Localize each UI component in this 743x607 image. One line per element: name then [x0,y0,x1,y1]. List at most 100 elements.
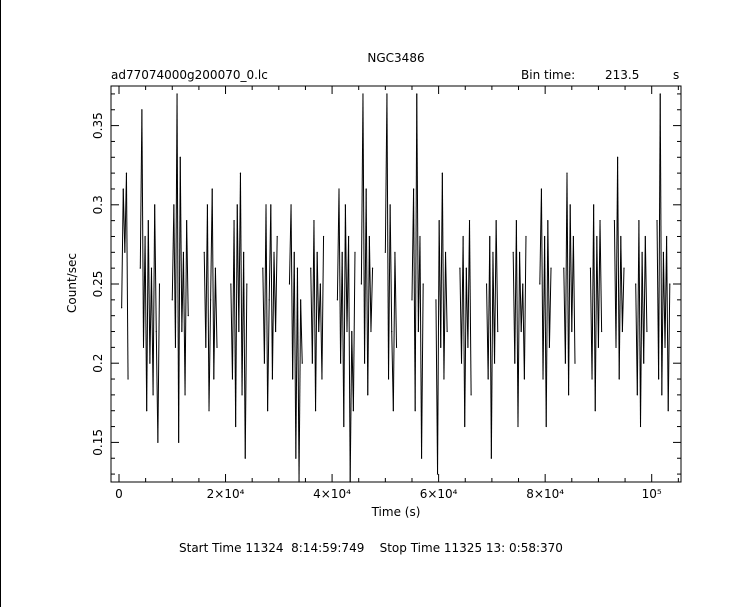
series-segment [523,236,527,380]
series-segment [275,236,278,332]
series-segment [146,220,149,411]
file-label: ad77074000g200070_0.lc [111,68,268,82]
x-tick-label: 10⁵ [642,487,662,501]
series-segment [315,252,318,411]
series-segment [658,93,661,380]
series-segment [644,236,648,332]
series-segment [270,204,273,380]
bin-time-unit: s [673,68,679,82]
stop-time-value: 11325 13: 0:58:370 [443,541,563,555]
series-segment [666,236,669,411]
series-segment [338,188,342,364]
series-segment [367,236,370,395]
x-tick-label: 2×10⁴ [207,487,245,501]
x-tick-label: 8×10⁴ [526,487,564,501]
y-tick-label: 0.25 [91,271,105,298]
series-segment [343,204,346,427]
series-segment [157,283,160,443]
series-segment [313,220,317,411]
series-segment [265,204,269,411]
series-segment [176,93,180,443]
series-segment [667,283,671,411]
series-segment [566,173,570,395]
series-segment [144,236,148,411]
series-segment [154,204,157,332]
series-segment [152,204,156,395]
series-segment [568,204,571,395]
time-range-footer: Start Time 11324 8:14:59:749 Stop Time 1… [179,541,563,555]
series-segment [640,252,643,427]
series-segment [421,283,424,459]
series-segment [638,220,642,427]
series-segment [362,93,366,364]
series-segment [213,268,216,380]
series-segment [659,93,663,395]
series-segment [572,236,576,364]
series-segment [147,220,151,364]
series-segment [386,93,390,380]
y-tick-label: 0.3 [91,195,105,214]
series-segment [141,109,144,348]
x-tick-label: 0 [115,487,123,501]
series-segment [290,204,294,380]
series-segment [540,188,544,380]
series-segment [517,252,521,427]
series-segment [178,157,181,443]
series-segment [419,236,423,459]
series-segment [121,188,124,308]
series-segment [211,188,215,380]
stop-time-label: Stop Time [379,541,441,555]
series-segment [298,299,302,483]
series-segment [618,236,622,380]
series-segment [293,252,297,459]
series-segment [321,236,325,380]
series-segment [300,299,303,364]
series-segment [545,220,549,427]
series-segment [239,173,243,395]
y-tick-label: 0.35 [91,112,105,139]
series-segment [597,220,601,348]
series-segment [661,252,664,395]
series-segment [344,204,348,332]
chart-title: NGC3486 [367,51,424,65]
series-segment [235,204,238,427]
series-segment [494,220,497,364]
start-time-value: 11324 8:14:59:749 [245,541,365,555]
series-segment [414,93,418,411]
series-segment [267,299,270,411]
bin-time-label: Bin time: [521,68,575,82]
window-left-edge [0,0,1,607]
series-segment [233,220,237,427]
series-segment [316,252,320,332]
plot-frame [110,85,682,483]
series-segment [416,93,419,332]
series-segment [489,236,492,459]
start-time-label: Start Time [179,541,242,555]
series-segment [469,220,472,395]
series-segment [365,188,369,395]
series-segment [441,173,445,380]
series-segment [296,268,300,483]
y-tick-label: 0.2 [91,354,105,373]
series-segment [599,220,603,332]
series-segment [125,173,129,380]
y-axis-label: Count/sec [65,253,79,313]
series-segment [548,268,552,348]
series-segment [389,204,393,332]
series-segment [388,204,391,380]
series-segment [594,236,598,411]
series-segment [515,220,519,427]
series-segment [437,220,440,475]
series-segment [243,252,246,459]
series-segment [392,252,396,411]
series-segment [370,268,374,332]
series-segment [394,252,398,348]
series-segment [643,236,646,364]
series-segment [368,236,372,332]
x-axis-label: Time (s) [371,505,421,519]
series-segment [443,252,447,380]
series-segment [544,236,547,427]
series-segment [593,204,596,411]
series-segment [620,236,623,332]
